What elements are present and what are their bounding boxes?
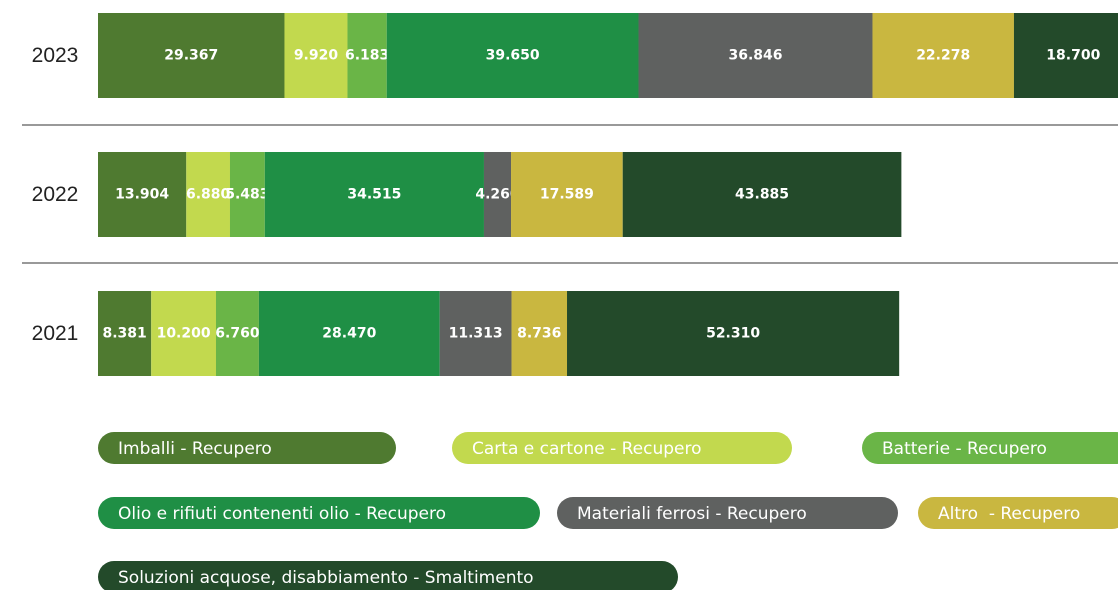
data-label: 11.313 — [449, 326, 503, 342]
legend-label: Olio e rifiuti contenenti olio - Recuper… — [118, 504, 446, 524]
data-label: 18.700 — [1046, 48, 1100, 64]
bar-segment — [98, 13, 285, 98]
data-label: 8.381 — [102, 326, 146, 342]
bar-segment — [567, 291, 900, 376]
bar-segment — [229, 152, 265, 237]
legend-swatch — [918, 497, 1118, 529]
data-label: 29.367 — [164, 48, 218, 64]
legend-label: Carta e cartone - Recupero — [472, 439, 702, 459]
data-label: 5.483 — [225, 187, 269, 203]
bar-segment — [215, 291, 259, 376]
bar-segment — [98, 152, 187, 237]
bar-segment — [439, 291, 512, 376]
legend-swatch — [862, 432, 1118, 464]
bar-segment — [1013, 13, 1118, 98]
data-label: 6.183 — [345, 48, 389, 64]
legend-label: Altro - Recupero — [938, 504, 1080, 524]
data-label: 36.846 — [728, 48, 782, 64]
bar-segment — [347, 13, 387, 98]
data-label: 8.736 — [517, 326, 561, 342]
data-label: 39.650 — [486, 48, 540, 64]
legend-label: Soluzioni acquose, disabbiamento - Smalt… — [118, 568, 534, 588]
bar-segment — [483, 152, 512, 237]
data-label: 28.470 — [322, 326, 376, 342]
legend-label: Batterie - Recupero — [882, 439, 1047, 459]
bar-segment — [264, 152, 484, 237]
bar-segment — [872, 13, 1014, 98]
legend-swatch — [557, 497, 898, 529]
data-label: 6.760 — [215, 326, 260, 342]
data-label: 43.885 — [735, 187, 789, 203]
bar-segment — [284, 13, 348, 98]
data-label: 52.310 — [706, 326, 760, 342]
year-label: 2021 — [32, 322, 79, 345]
data-label: 13.904 — [115, 187, 169, 203]
data-label: 4.260 — [475, 187, 520, 203]
data-label: 22.278 — [916, 48, 970, 64]
data-label: 6.880 — [186, 187, 231, 203]
bar-segment — [511, 291, 568, 376]
data-label: 17.589 — [540, 187, 594, 203]
bar-segment — [258, 291, 440, 376]
legend-swatch — [452, 432, 792, 464]
bar-segment — [622, 152, 902, 237]
legend-swatch — [98, 432, 396, 464]
legend-swatch — [98, 561, 678, 590]
legend-swatch — [98, 497, 540, 529]
data-label: 34.515 — [347, 187, 401, 203]
legend-label: Imballi - Recupero — [118, 439, 272, 459]
data-label: 10.200 — [157, 326, 211, 342]
bar-segment — [98, 291, 152, 376]
bar-segment — [186, 152, 230, 237]
bar-segment — [511, 152, 623, 237]
bar-segment — [638, 13, 873, 98]
year-label: 2022 — [32, 183, 79, 206]
bar-segment — [151, 291, 216, 376]
bar-segment — [386, 13, 639, 98]
year-label: 2023 — [32, 44, 79, 67]
legend-label: Materiali ferrosi - Recupero — [577, 504, 807, 524]
data-label: 9.920 — [294, 48, 339, 64]
